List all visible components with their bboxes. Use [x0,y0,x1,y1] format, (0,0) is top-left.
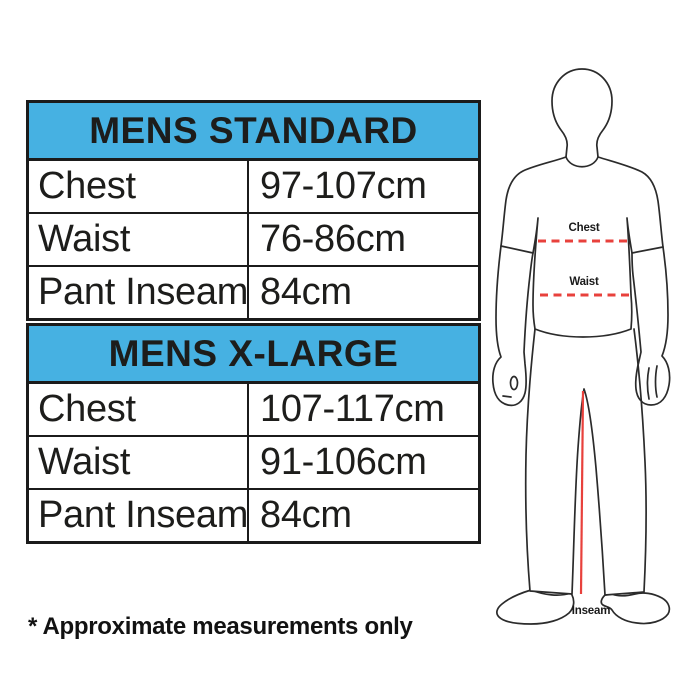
size-table-mens-standard: MENS STANDARD Chest 97-107cm Waist 76-86… [26,100,481,321]
head-outline [551,68,613,158]
row-label: Chest [29,161,249,212]
row-value: 107-117cm [260,388,445,430]
right-arm [631,246,671,406]
waist-figure-label: Waist [569,276,599,288]
approximate-measurements-footnote: * Approximate measurements only [28,613,413,640]
row-label: Chest [29,384,249,435]
inseam-measure-line [579,390,585,595]
table-row: Chest 107-117cm [29,384,478,435]
row-label: Pant Inseam [29,490,249,541]
table-row: Waist 76-86cm [29,212,478,265]
shirt-outline [500,156,664,338]
row-label: Pant Inseam [29,267,249,318]
table-row: Waist 91-106cm [29,435,478,488]
row-label: Waist [29,437,249,488]
row-value: 91-106cm [260,441,427,483]
row-value: 84cm [260,271,352,313]
size-tables: MENS STANDARD Chest 97-107cm Waist 76-86… [26,100,481,544]
table-title-mens-standard: MENS STANDARD [29,103,478,161]
row-value: 97-107cm [260,165,427,207]
chest-figure-label: Chest [568,222,600,234]
row-value: 76-86cm [260,218,406,260]
pants-outline [524,328,647,596]
right-hand-finger-line [646,367,650,400]
left-hand-crease [502,395,512,398]
size-table-mens-x-large: MENS X-LARGE Chest 107-117cm Waist 91-10… [26,323,481,544]
table-title-mens-x-large: MENS X-LARGE [29,326,478,384]
row-value: 84cm [260,494,352,536]
table-row: Pant Inseam 84cm [29,265,478,318]
left-thumb-detail [509,375,519,391]
right-hand-finger-line-2 [654,365,658,398]
inseam-figure-label: Inseam [571,605,611,617]
left-arm [491,245,534,407]
table-row: Pant Inseam 84cm [29,488,478,541]
table-row: Chest 97-107cm [29,161,478,212]
right-shoe [600,592,671,625]
row-label: Waist [29,214,249,265]
